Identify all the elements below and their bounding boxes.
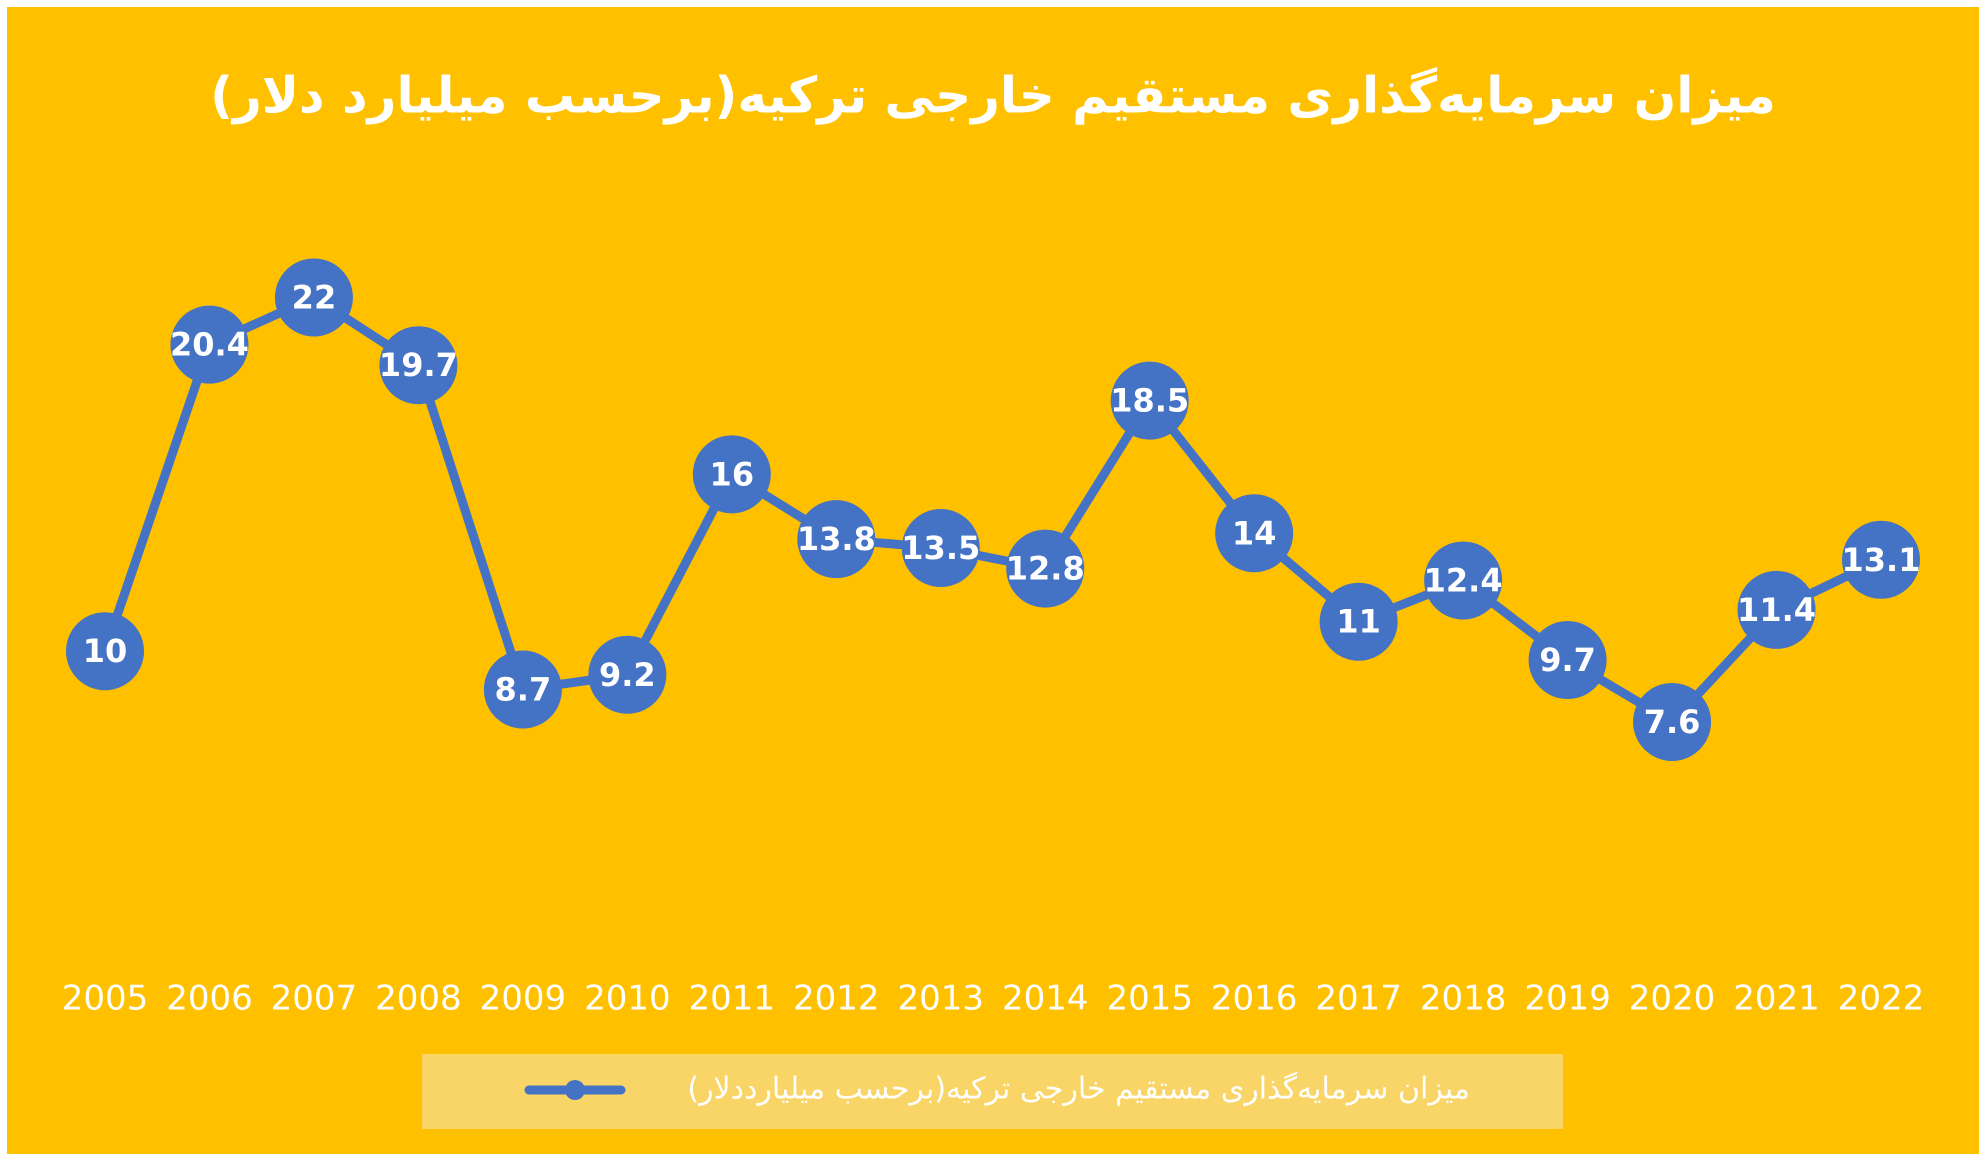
x-tick-label: 2015 bbox=[1106, 979, 1193, 1019]
marker bbox=[170, 305, 249, 384]
data-label: 9.2 bbox=[599, 656, 656, 694]
data-label: 7.6 bbox=[1644, 703, 1701, 741]
x-tick-label: 2022 bbox=[1838, 979, 1925, 1019]
legend-marker bbox=[565, 1080, 585, 1100]
marker bbox=[66, 612, 144, 691]
data-label: 10 bbox=[83, 632, 128, 670]
x-tick-label: 2007 bbox=[271, 979, 358, 1019]
data-label: 18.5 bbox=[1110, 382, 1189, 420]
marker bbox=[588, 635, 667, 714]
marker bbox=[797, 500, 876, 579]
marker bbox=[1528, 621, 1607, 700]
data-label: 11 bbox=[1336, 603, 1381, 641]
marker bbox=[1633, 682, 1712, 761]
chart-title: میزان سرمایه‌گذاری مستقیم خارجی ترکیه(بر… bbox=[210, 67, 1776, 126]
x-tick-label: 2020 bbox=[1629, 979, 1716, 1019]
legend-label: میزان سرمایه‌گذاری مستقیم خارجی ترکیه(بر… bbox=[687, 1072, 1470, 1107]
x-tick-label: 2016 bbox=[1211, 979, 1298, 1019]
marker bbox=[1424, 541, 1503, 620]
marker bbox=[901, 509, 980, 588]
marker bbox=[1737, 570, 1816, 649]
data-label: 11.4 bbox=[1737, 591, 1816, 629]
chart-background bbox=[7, 7, 1979, 1154]
marker bbox=[379, 326, 458, 405]
data-label: 13.8 bbox=[797, 520, 876, 558]
x-tick-label: 2011 bbox=[689, 979, 776, 1019]
marker bbox=[1110, 361, 1189, 440]
data-label: 16 bbox=[710, 455, 755, 493]
x-tick-label: 2006 bbox=[166, 979, 253, 1019]
x-tick-label: 2010 bbox=[584, 979, 671, 1019]
marker bbox=[483, 650, 562, 729]
marker bbox=[1215, 494, 1294, 573]
x-tick-label: 2021 bbox=[1733, 979, 1820, 1019]
x-tick-label: 2014 bbox=[1002, 979, 1089, 1019]
marker bbox=[274, 258, 353, 337]
data-label: 13.5 bbox=[901, 529, 980, 567]
x-tick-label: 2013 bbox=[897, 979, 984, 1019]
x-tick-label: 2008 bbox=[375, 979, 462, 1019]
data-label: 13.1 bbox=[1842, 541, 1921, 579]
data-label: 9.7 bbox=[1539, 641, 1596, 679]
data-label: 12.4 bbox=[1424, 561, 1503, 599]
x-tick-label: 2009 bbox=[480, 979, 567, 1019]
x-tick-label: 2005 bbox=[62, 979, 149, 1019]
data-label: 12.8 bbox=[1006, 550, 1085, 588]
marker bbox=[692, 435, 771, 514]
x-tick-label: 2018 bbox=[1420, 979, 1507, 1019]
x-tick-label: 2019 bbox=[1524, 979, 1611, 1019]
data-label: 14 bbox=[1232, 514, 1277, 552]
marker bbox=[1842, 520, 1920, 599]
data-label: 20.4 bbox=[170, 326, 249, 364]
data-label: 8.7 bbox=[495, 671, 552, 709]
data-label: 19.7 bbox=[379, 346, 458, 384]
marker bbox=[1319, 582, 1398, 661]
data-label: 22 bbox=[292, 278, 337, 316]
marker bbox=[1006, 529, 1085, 608]
x-tick-label: 2012 bbox=[793, 979, 880, 1019]
x-tick-label: 2017 bbox=[1315, 979, 1402, 1019]
